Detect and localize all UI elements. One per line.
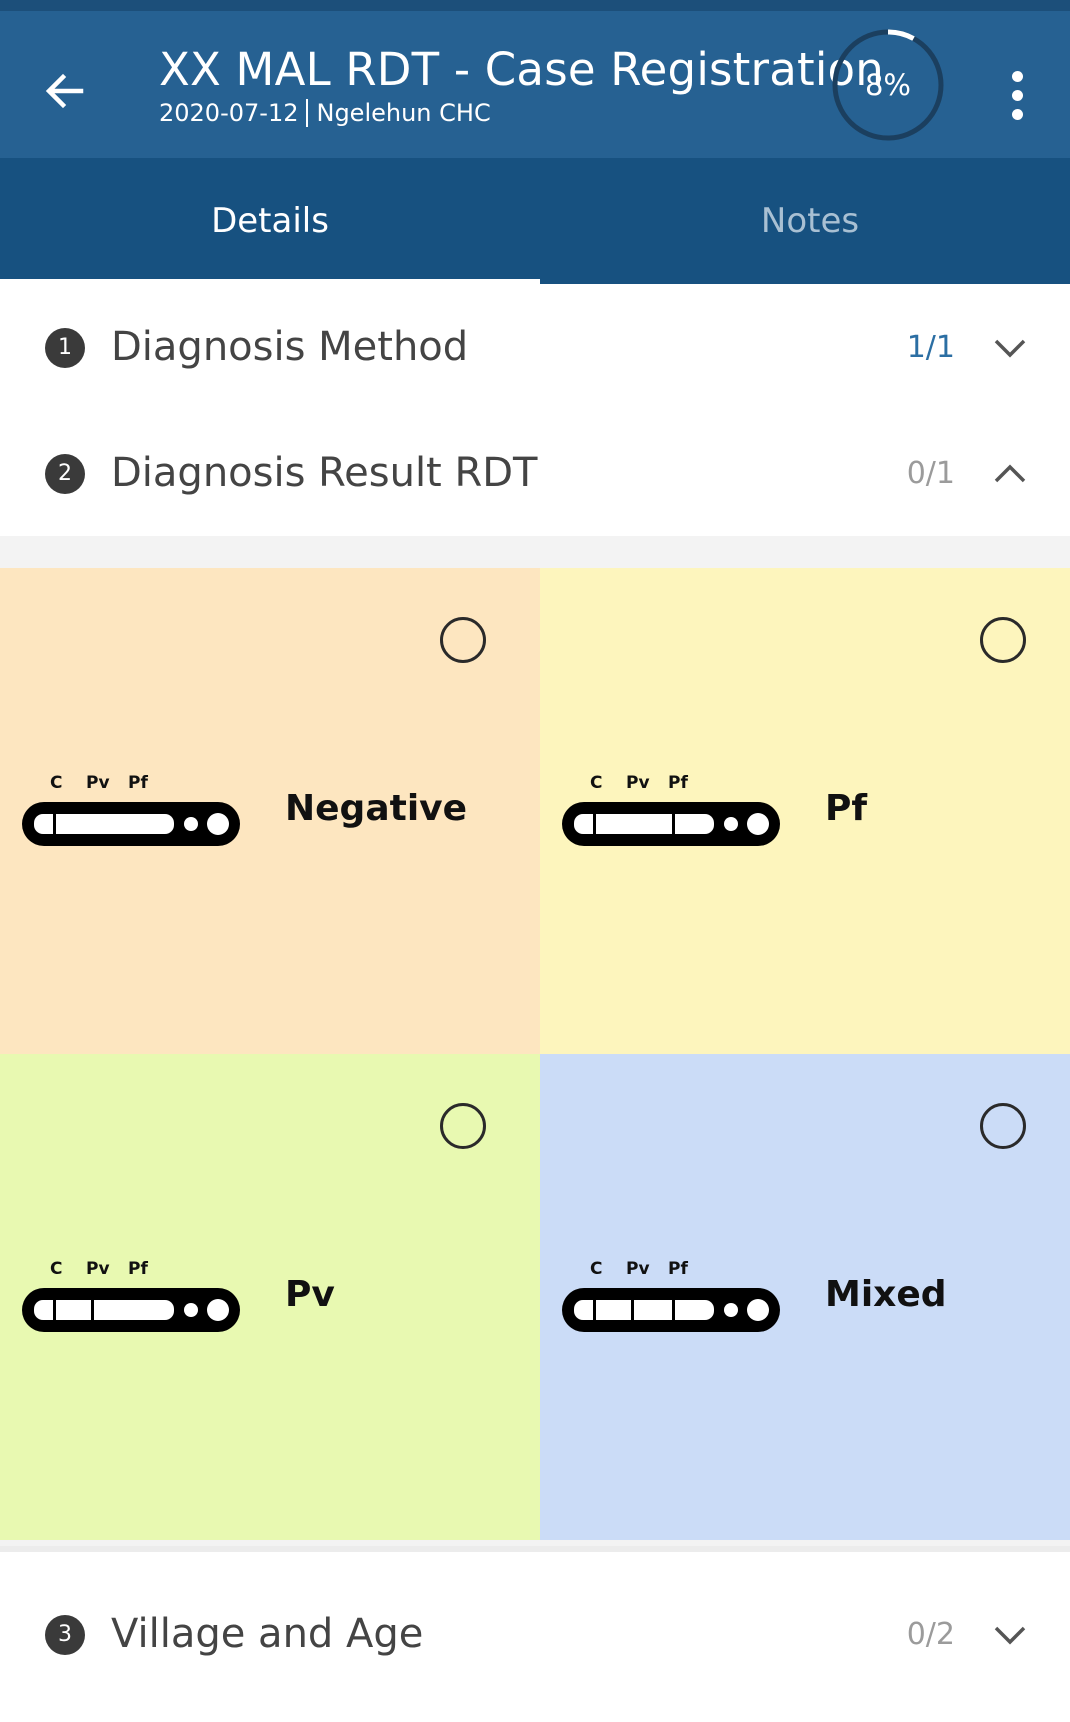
subtitle-divider	[306, 99, 309, 127]
rdt-strip-window	[574, 1300, 714, 1320]
option-mixed[interactable]: C Pv Pf Mixed	[540, 1054, 1070, 1540]
radio-button[interactable]	[980, 617, 1026, 663]
status-strip	[0, 0, 1070, 11]
more-vert-dot	[1011, 89, 1023, 101]
active-tab-indicator	[0, 279, 540, 284]
rdt-strip-well-small	[724, 817, 738, 831]
strip-label-pf: Pf	[128, 773, 148, 793]
rdt-result-options: C Pv Pf Negative C Pv Pf Pf	[0, 568, 1070, 1540]
rdt-strip-well-small	[184, 1303, 198, 1317]
more-vert-dot	[1011, 108, 1023, 120]
strip-label-pv: Pv	[86, 1259, 110, 1279]
radio-button[interactable]	[440, 617, 486, 663]
option-negative[interactable]: C Pv Pf Negative	[0, 568, 540, 1054]
rdt-test-line-pv	[91, 1300, 94, 1320]
rdt-test-line-c	[53, 814, 56, 834]
strip-label-c: C	[50, 773, 63, 793]
section-number-badge: 3	[45, 1615, 85, 1655]
section-number-badge: 1	[45, 328, 85, 368]
chevron-down-icon[interactable]	[990, 328, 1030, 368]
rdt-strip-window	[34, 814, 174, 834]
rdt-strip-labels: C Pv Pf	[560, 1259, 782, 1281]
section-field-count: 1/1	[906, 330, 955, 365]
rdt-strip-icon	[562, 1288, 780, 1332]
section-title: Diagnosis Method	[111, 324, 469, 370]
option-label: Pf	[825, 788, 868, 829]
option-label: Negative	[285, 788, 468, 829]
strip-label-pv: Pv	[86, 773, 110, 793]
progress-ring	[832, 29, 944, 141]
rdt-strip-well-small	[724, 1303, 738, 1317]
section-title: Village and Age	[111, 1611, 424, 1657]
rdt-test-line-pf	[672, 1300, 675, 1320]
rdt-strip-window	[574, 814, 714, 834]
chevron-up-icon[interactable]	[990, 454, 1030, 494]
option-label: Pv	[285, 1274, 335, 1315]
page-title: XX MAL RDT - Case Registration	[159, 43, 884, 96]
rdt-strip-image: C Pv Pf	[20, 1259, 242, 1335]
section-field-count: 0/2	[906, 1617, 955, 1652]
rdt-test-line-pv	[631, 1300, 634, 1320]
rdt-strip-image: C Pv Pf	[560, 773, 782, 849]
rdt-strip-well-large	[747, 813, 769, 835]
rdt-strip-icon	[22, 1288, 240, 1332]
more-vert-icon	[1011, 70, 1023, 82]
rdt-test-line-c	[593, 1300, 596, 1320]
completion-progress: 8%	[830, 27, 946, 143]
strip-label-c: C	[50, 1259, 63, 1279]
rdt-test-line-c	[593, 814, 596, 834]
rdt-strip-icon	[22, 802, 240, 846]
rdt-strip-window	[34, 1300, 174, 1320]
section-village-and-age[interactable]: 3 Village and Age 0/2	[0, 1575, 1070, 1693]
tab-bar: Details Notes	[0, 158, 1070, 284]
section-diagnosis-method[interactable]: 1 Diagnosis Method 1/1	[0, 288, 1070, 406]
section-title: Diagnosis Result RDT	[111, 450, 538, 496]
strip-label-c: C	[590, 773, 603, 793]
rdt-strip-image: C Pv Pf	[560, 1259, 782, 1335]
strip-label-pf: Pf	[128, 1259, 148, 1279]
arrow-left-icon	[45, 73, 84, 109]
section-field-count: 0/1	[906, 456, 955, 491]
page-subtitle: 2020-07-12 Ngelehun CHC	[159, 99, 491, 127]
section-diagnosis-result-rdt[interactable]: 2 Diagnosis Result RDT 0/1	[0, 414, 1070, 532]
option-pf[interactable]: C Pv Pf Pf	[540, 568, 1070, 1054]
option-pv[interactable]: C Pv Pf Pv	[0, 1054, 540, 1540]
rdt-strip-labels: C Pv Pf	[20, 1259, 242, 1281]
rdt-strip-icon	[562, 802, 780, 846]
rdt-test-line-pf	[672, 814, 675, 834]
option-label: Mixed	[825, 1274, 947, 1315]
strip-label-pv: Pv	[626, 1259, 650, 1279]
rdt-strip-well-large	[207, 1299, 229, 1321]
back-button[interactable]	[30, 56, 100, 126]
rdt-strip-well-large	[747, 1299, 769, 1321]
rdt-test-line-c	[53, 1300, 56, 1320]
org-unit-name: Ngelehun CHC	[316, 99, 491, 127]
section-divider	[0, 1546, 1070, 1552]
radio-button[interactable]	[980, 1103, 1026, 1149]
strip-label-pf: Pf	[668, 773, 688, 793]
radio-button[interactable]	[440, 1103, 486, 1149]
rdt-strip-image: C Pv Pf	[20, 773, 242, 849]
enrollment-date: 2020-07-12	[159, 99, 299, 127]
rdt-strip-well-large	[207, 813, 229, 835]
tab-details[interactable]: Details	[211, 201, 329, 241]
rdt-strip-labels: C Pv Pf	[560, 773, 782, 795]
strip-label-c: C	[590, 1259, 603, 1279]
overflow-menu-button[interactable]	[995, 61, 1039, 129]
section-number-badge: 2	[45, 454, 85, 494]
chevron-down-icon[interactable]	[990, 1615, 1030, 1655]
rdt-strip-labels: C Pv Pf	[20, 773, 242, 795]
strip-label-pf: Pf	[668, 1259, 688, 1279]
app-bar: XX MAL RDT - Case Registration 2020-07-1…	[0, 11, 1070, 158]
rdt-strip-well-small	[184, 817, 198, 831]
progress-percent: 8%	[864, 68, 911, 102]
strip-label-pv: Pv	[626, 773, 650, 793]
rdt-result-card: C Pv Pf Negative C Pv Pf Pf	[0, 536, 1070, 1546]
tab-notes[interactable]: Notes	[760, 201, 860, 241]
